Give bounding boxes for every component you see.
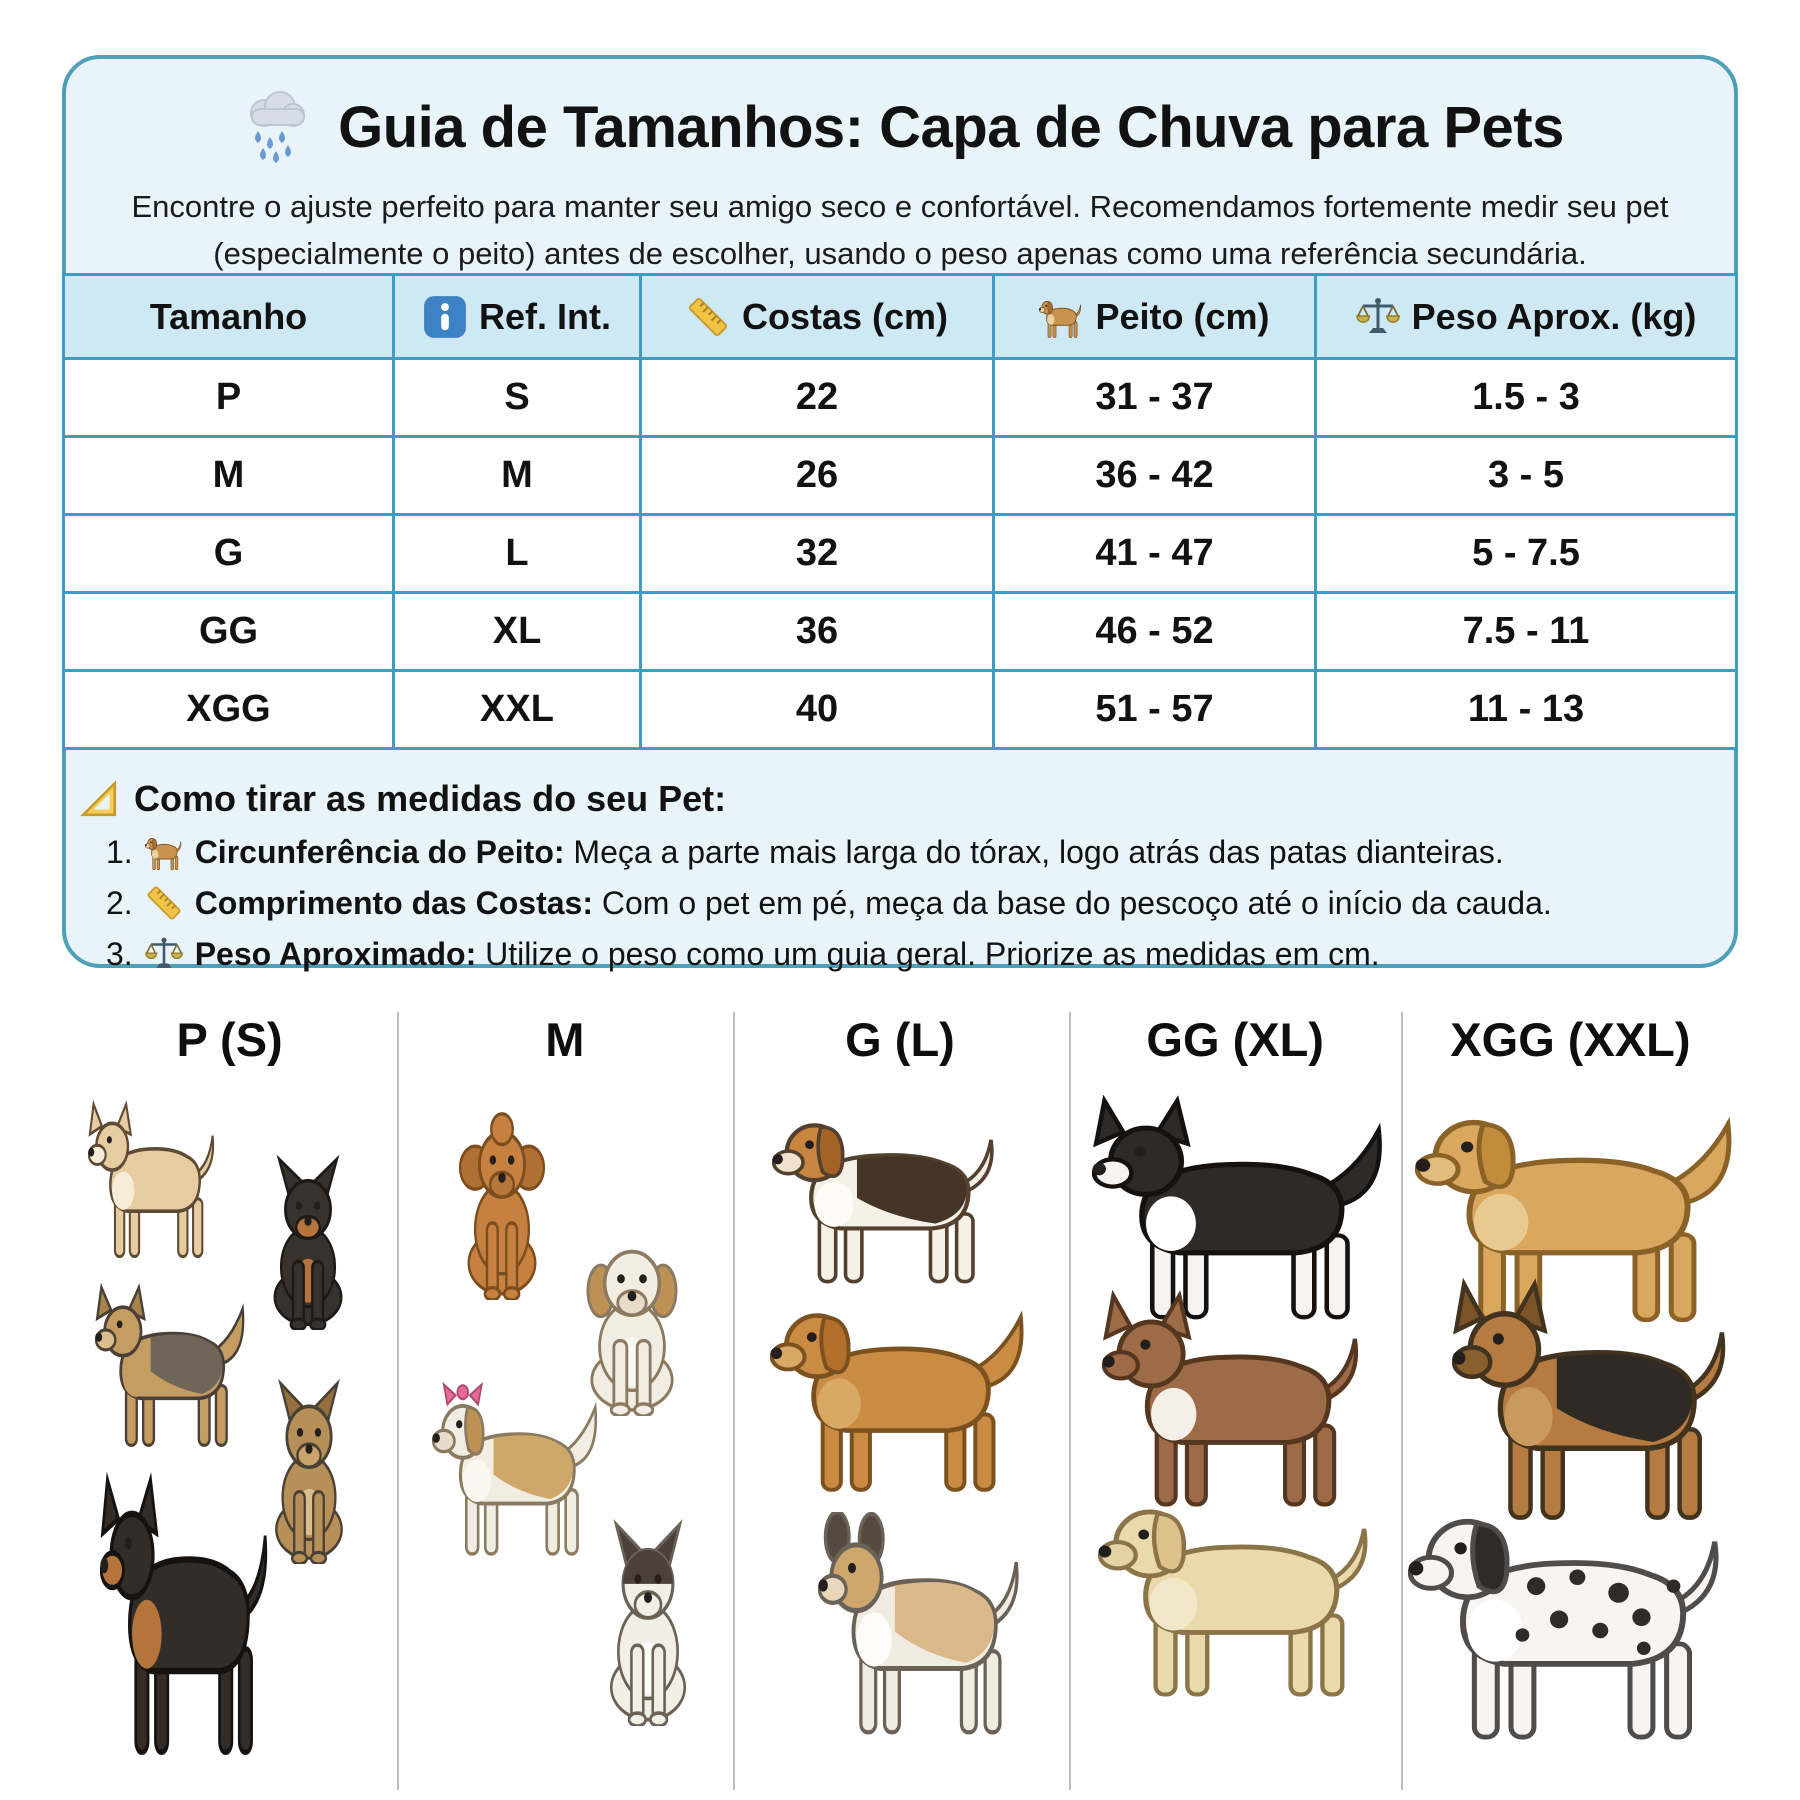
table-cell: 5 - 7.5 xyxy=(1317,516,1735,591)
dog-pitbull xyxy=(1102,1290,1370,1512)
table-header-label: Costas (cm) xyxy=(741,295,949,337)
table-cell: M xyxy=(65,438,392,513)
title-row: Guia de Tamanhos: Capa de Chuva para Pet… xyxy=(66,87,1734,167)
dog-pastor-alemao xyxy=(1452,1278,1738,1526)
size-group-label: M xyxy=(545,1013,585,1066)
triangle-ruler-icon xyxy=(78,778,120,820)
size-group-label: XGG (XXL) xyxy=(1450,1013,1691,1066)
column-divider xyxy=(1069,1012,1071,1790)
table-cell: XGG xyxy=(65,672,392,747)
measure-heading-text: Como tirar as medidas do seu Pet: xyxy=(134,778,727,819)
table-cell: 51 - 57 xyxy=(995,672,1314,747)
column-divider xyxy=(733,1012,735,1790)
table-cell: XXL xyxy=(395,672,639,747)
scale-icon xyxy=(144,935,183,973)
table-cell: L xyxy=(395,516,639,591)
table-header-label: Ref. Int. xyxy=(479,295,611,337)
dog-icon xyxy=(1039,295,1083,339)
dog-chihuahua xyxy=(88,1100,220,1262)
ruler-icon xyxy=(686,295,730,339)
table-cell: 31 - 37 xyxy=(995,360,1314,435)
table-header-cell: Costas (cm) xyxy=(642,276,992,357)
size-group-label: GG (XL) xyxy=(1146,1013,1324,1066)
table-cell: P xyxy=(65,360,392,435)
dog-pinscher-miniatura xyxy=(100,1472,275,1762)
dog-shih-tzu xyxy=(432,1380,600,1560)
dog-bulldog-frances xyxy=(818,1512,1028,1740)
size-table: Tamanho Ref. Int. Costas (cm) Peito (cm) Pes… xyxy=(62,273,1738,750)
dog-poodle-toy xyxy=(444,1100,560,1300)
column-divider xyxy=(1401,1012,1403,1790)
table-cell: 22 xyxy=(642,360,992,435)
measure-item: 1. Circunferência do Peito: Meça a parte … xyxy=(106,833,1708,871)
table-header-cell: Peito (cm) xyxy=(995,276,1314,357)
table-cell: 46 - 52 xyxy=(995,594,1314,669)
subtitle: Encontre o ajuste perfeito para manter s… xyxy=(131,189,1669,272)
table-cell: 36 - 42 xyxy=(995,438,1314,513)
column-divider xyxy=(397,1012,399,1790)
item-number: 2. xyxy=(106,884,133,921)
table-cell: 40 xyxy=(642,672,992,747)
table-header-label: Tamanho xyxy=(149,295,308,337)
table-cell: 1.5 - 3 xyxy=(1317,360,1735,435)
dog-labrador xyxy=(1098,1480,1380,1702)
rain-cloud-icon xyxy=(236,87,316,167)
dog-golden-retriever xyxy=(1415,1088,1737,1328)
table-cell: 41 - 47 xyxy=(995,516,1314,591)
size-group-label: G (L) xyxy=(845,1013,955,1066)
table-cell: 36 xyxy=(642,594,992,669)
table-cell: 26 xyxy=(642,438,992,513)
table-cell: G xyxy=(65,516,392,591)
table-header-label: Peito (cm) xyxy=(1095,295,1270,337)
item-text: Circunferência do Peito: Meça a parte ma… xyxy=(194,833,1504,870)
dog-shih-tzu xyxy=(562,1220,702,1416)
size-group-label: P (S) xyxy=(176,1013,283,1066)
item-text: Comprimento das Costas: Com o pet em pé,… xyxy=(194,884,1552,921)
info-icon xyxy=(423,295,467,339)
size-group-labels: P (S) M G (L) GG (XL) XGG (XXL) xyxy=(62,1012,1738,1067)
table-cell: S xyxy=(395,360,639,435)
dog-border-collie xyxy=(1092,1095,1387,1325)
scale-icon xyxy=(1355,295,1400,339)
dog-beagle xyxy=(772,1098,1004,1288)
table-cell: GG xyxy=(65,594,392,669)
measure-item: 3. Peso Aproximado: Utilize o peso como u… xyxy=(106,935,1708,973)
table-cell: 11 - 13 xyxy=(1317,672,1735,747)
measure-item: 2. Comprimento das Costas: Com o pet em p… xyxy=(106,884,1708,922)
table-cell: M xyxy=(395,438,639,513)
table-cell: XL xyxy=(395,594,639,669)
item-number: 3. xyxy=(106,935,133,972)
dog-yorkshire-terrier xyxy=(252,1376,366,1564)
table-header-cell: Peso Aprox. (kg) xyxy=(1317,276,1735,357)
item-number: 1. xyxy=(106,833,133,870)
dog-pinscher xyxy=(250,1152,366,1330)
measuring-instructions: Como tirar as medidas do seu Pet: 1. Circ… xyxy=(78,778,1708,973)
ruler-icon xyxy=(145,884,183,922)
measure-items: 1. Circunferência do Peito: Meça a parte … xyxy=(78,833,1708,973)
table-cell: 3 - 5 xyxy=(1317,438,1735,513)
item-text: Peso Aproximado: Utilize o peso como um … xyxy=(194,935,1380,972)
dog-cocker-spaniel xyxy=(770,1285,1028,1497)
page-title: Guia de Tamanhos: Capa de Chuva para Pet… xyxy=(338,94,1564,160)
table-header-label: Peso Aprox. (kg) xyxy=(1411,295,1697,337)
table-header-cell: Ref. Int. xyxy=(395,276,639,357)
table-cell: 7.5 - 11 xyxy=(1317,594,1735,669)
table-cell: 32 xyxy=(642,516,992,591)
dog-yorkshire-terrier xyxy=(95,1283,247,1451)
dog-dalmata xyxy=(1408,1484,1733,1746)
dog-icon xyxy=(144,833,183,871)
dog-bulldog-frances xyxy=(584,1516,712,1726)
measure-heading: Como tirar as medidas do seu Pet: xyxy=(78,778,1708,820)
table-header-cell: Tamanho xyxy=(65,276,392,357)
